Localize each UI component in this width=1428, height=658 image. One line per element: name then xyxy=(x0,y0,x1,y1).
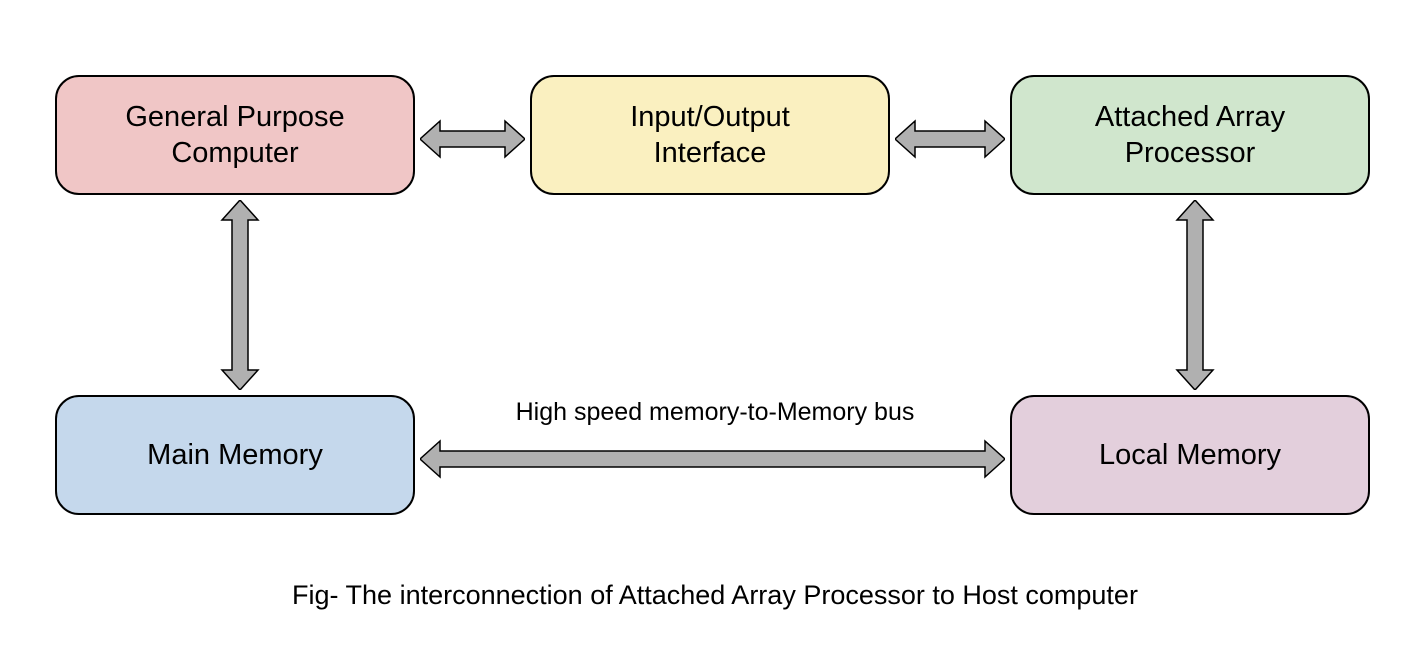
node-label-line2: Processor xyxy=(1125,137,1256,169)
node-label: Input/Output Interface xyxy=(630,99,790,172)
arrow-aap-lm xyxy=(1175,200,1215,395)
node-label: Attached Array Processor xyxy=(1095,99,1285,172)
node-label: Main Memory xyxy=(147,437,323,473)
arrow-gpc-io xyxy=(420,119,525,164)
node-label: General Purpose Computer xyxy=(125,99,344,172)
node-main-memory: Main Memory xyxy=(55,395,415,515)
node-label-line1: Main Memory xyxy=(147,439,323,471)
node-label-line1: Attached Array xyxy=(1095,101,1285,133)
node-local-memory: Local Memory xyxy=(1010,395,1370,515)
edge-label-memory-bus: High speed memory-to-Memory bus xyxy=(490,398,940,427)
figure-caption: Fig- The interconnection of Attached Arr… xyxy=(220,580,1210,611)
node-label-line1: Input/Output xyxy=(630,101,790,133)
node-label-line1: General Purpose xyxy=(125,101,344,133)
node-general-purpose-computer: General Purpose Computer xyxy=(55,75,415,195)
node-label-line2: Interface xyxy=(654,137,767,169)
node-io-interface: Input/Output Interface xyxy=(530,75,890,195)
node-label: Local Memory xyxy=(1099,437,1281,473)
node-attached-array-processor: Attached Array Processor xyxy=(1010,75,1370,195)
arrow-gpc-mm xyxy=(220,200,260,395)
arrow-mm-lm xyxy=(420,439,1005,484)
node-label-line2: Computer xyxy=(171,137,298,169)
arrow-io-aap xyxy=(895,119,1005,164)
node-label-line1: Local Memory xyxy=(1099,439,1281,471)
